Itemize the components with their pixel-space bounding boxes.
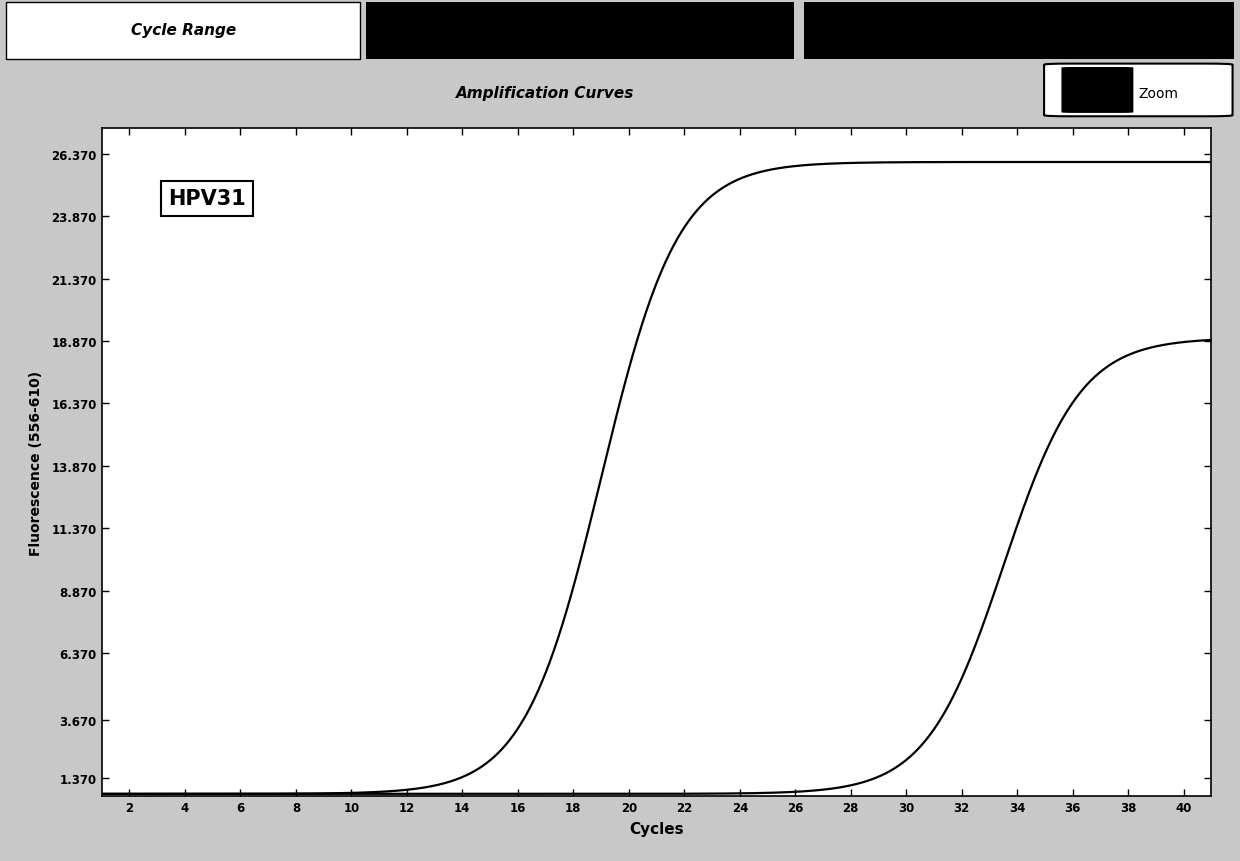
FancyBboxPatch shape xyxy=(6,3,360,59)
FancyBboxPatch shape xyxy=(1044,65,1233,117)
FancyBboxPatch shape xyxy=(366,3,794,59)
Text: HPV31: HPV31 xyxy=(169,189,246,209)
Text: Zoom: Zoom xyxy=(1138,87,1178,101)
X-axis label: Cycles: Cycles xyxy=(629,821,684,836)
Text: Cycle Range: Cycle Range xyxy=(131,22,236,38)
FancyBboxPatch shape xyxy=(1061,68,1133,114)
Text: Amplification Curves: Amplification Curves xyxy=(456,86,635,101)
FancyBboxPatch shape xyxy=(804,3,1234,59)
Y-axis label: Fluorescence (556-610): Fluorescence (556-610) xyxy=(29,370,43,555)
